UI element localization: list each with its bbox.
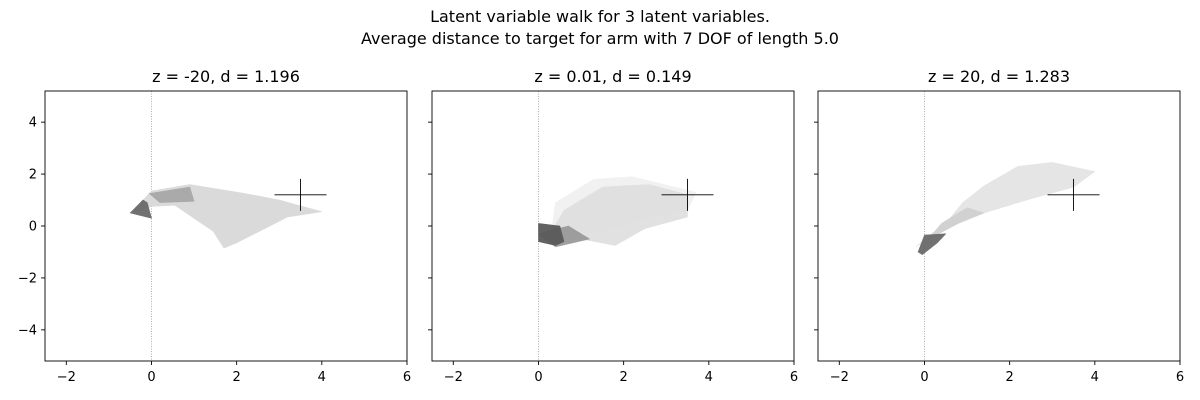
arm-shape-3 [917, 233, 947, 255]
arm-shape-4 [538, 223, 565, 246]
x-tick-label: 4 [705, 370, 713, 385]
arm-shape-3 [129, 199, 152, 219]
x-tick-label: 0 [534, 370, 542, 385]
target-marker [1047, 178, 1100, 211]
panel-3: −2 0 2 4 6 z = 20, d = 1.283 [814, 67, 1184, 385]
x-tick-label: −2 [830, 370, 849, 385]
y-tick-label: 4 [29, 116, 37, 131]
x-tick-label: 6 [1176, 370, 1184, 385]
x-tick-label: 0 [920, 370, 928, 385]
target-marker [661, 178, 714, 211]
x-tick-label: 6 [403, 370, 411, 385]
x-tick-label: −2 [57, 370, 76, 385]
panel-title: z = 20, d = 1.283 [928, 67, 1070, 86]
x-tick-label: 2 [233, 370, 241, 385]
plot-area [538, 91, 714, 361]
arm-shape-2 [928, 207, 985, 240]
x-tick-label: 0 [147, 370, 155, 385]
y-tick-label: 0 [29, 220, 37, 235]
x-tick-label: 2 [620, 370, 628, 385]
y-tick-label: −4 [18, 323, 37, 338]
figure-title-line-2: Average distance to target for arm with … [361, 29, 839, 48]
x-tick-label: −2 [444, 370, 463, 385]
y-tick-label: 2 [29, 168, 37, 183]
plot-area [915, 91, 1100, 361]
target-marker [274, 178, 327, 211]
x-tick-label: 4 [1091, 370, 1099, 385]
axes-frame [817, 90, 1181, 362]
x-tick-label: 6 [790, 370, 798, 385]
panel-title: z = 0.01, d = 0.149 [534, 67, 691, 86]
panel-2: −2 0 2 4 6 z = 0.01, d = 0.149 [428, 67, 798, 385]
arm-shape-2 [149, 186, 195, 203]
figure-title: Latent variable walk for 3 latent variab… [0, 6, 1200, 50]
x-tick-label: 2 [1006, 370, 1014, 385]
plot-area [129, 91, 327, 361]
y-tick-label: −2 [18, 271, 37, 286]
figure-title-line-1: Latent variable walk for 3 latent variab… [430, 7, 770, 26]
panel-1: −2 0 2 4 6 −4 −2 0 2 4 z = -20, d = 1.196 [18, 67, 411, 385]
panel-title: z = -20, d = 1.196 [152, 67, 300, 86]
x-tick-label: 4 [318, 370, 326, 385]
